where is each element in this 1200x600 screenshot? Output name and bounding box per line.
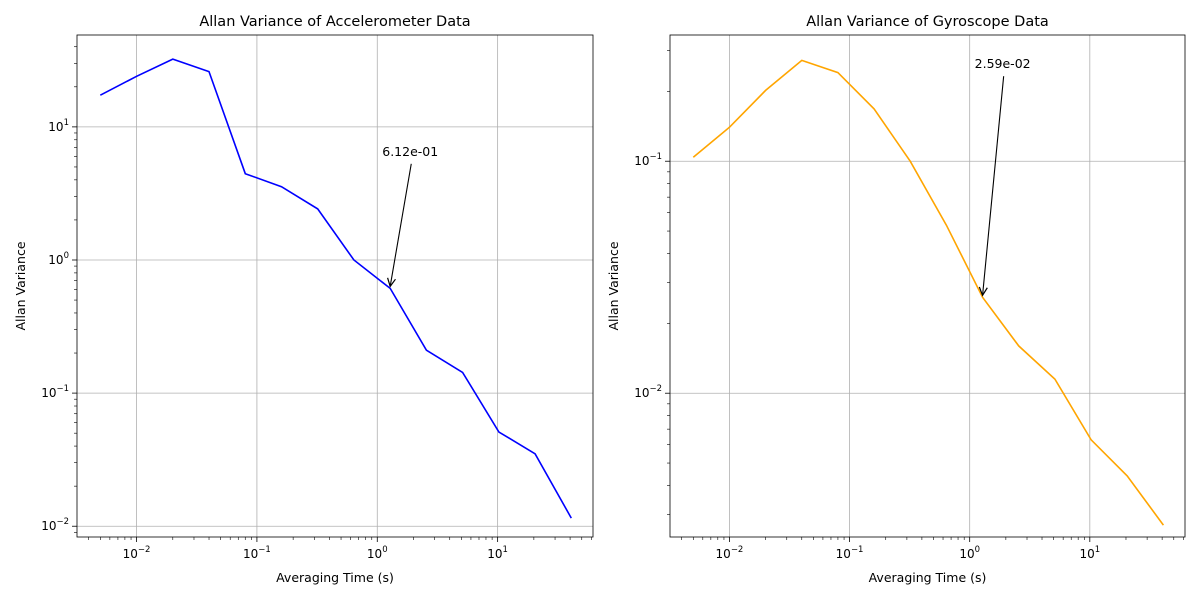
grid-1 [670, 35, 1185, 537]
x-tick-label-0-0: 10−2 [123, 545, 151, 561]
y-tick-label-0-1: 10−1 [41, 384, 69, 400]
x-axis-label-0: Averaging Time (s) [276, 570, 394, 585]
y-tick-label-0-2: 100 [48, 251, 69, 267]
grid-0 [77, 35, 593, 537]
x-tick-label-0-1: 10−1 [243, 545, 271, 561]
x-tick-label-1-0: 10−2 [716, 545, 744, 561]
chart-title-0: Allan Variance of Accelerometer Data [199, 14, 470, 30]
x-tick-label-0-2: 100 [367, 545, 388, 561]
annotation-text-0: 6.12e-01 [382, 144, 438, 159]
chart-gyroscope: 10−2 10−1 100 101 10−2 10−1 Allan Variance o… [606, 14, 1186, 585]
annotation-arrow-0 [390, 163, 412, 287]
y-tick-label-0-0: 10−2 [41, 517, 69, 533]
series-line-1 [692, 59, 1165, 526]
y-ticks-1: 10−2 10−1 [634, 50, 670, 515]
axes-frame-1 [669, 34, 1186, 538]
y-axis-label-0: Allan Variance [13, 241, 28, 330]
annotation-arrow-1 [983, 76, 1005, 295]
x-ticks-1: 10−2 10−1 100 101 [681, 537, 1184, 561]
x-axis-label-1: Averaging Time (s) [869, 570, 987, 585]
y-tick-label-0-3: 101 [48, 118, 69, 134]
y-ticks-0: 10−2 10−1 100 101 [41, 46, 77, 533]
y-axis-label-1: Allan Variance [606, 241, 621, 330]
annotation-text-1: 2.59e-02 [975, 56, 1031, 71]
x-ticks-0: 10−2 10−1 100 101 [88, 537, 592, 561]
x-tick-label-0-3: 101 [487, 545, 508, 561]
y-tick-label-1-1: 10−1 [634, 152, 662, 168]
series-line-0 [99, 58, 572, 519]
chart-accelerometer: 10−2 10−1 100 101 10−2 10−1 100 101 Allan Vari… [13, 14, 594, 585]
x-tick-label-1-2: 100 [959, 545, 980, 561]
x-tick-label-1-1: 10−1 [836, 545, 864, 561]
y-tick-label-1-0: 10−2 [634, 384, 662, 400]
axes-frame-0 [76, 34, 594, 538]
x-tick-label-1-3: 101 [1079, 545, 1100, 561]
chart-title-1: Allan Variance of Gyroscope Data [806, 14, 1049, 30]
